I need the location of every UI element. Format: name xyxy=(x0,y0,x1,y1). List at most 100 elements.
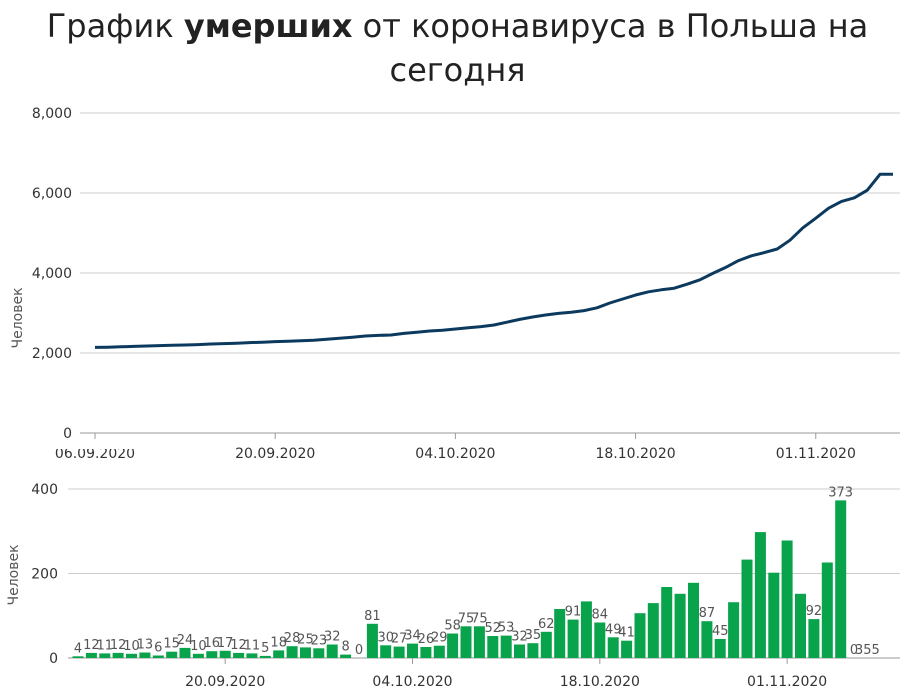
line-ylabel: Человек xyxy=(10,287,26,348)
bar xyxy=(808,619,820,658)
bar xyxy=(594,622,606,658)
bar xyxy=(540,631,552,658)
bar xyxy=(487,636,499,658)
bar xyxy=(728,602,740,658)
bar xyxy=(661,587,673,658)
bar-data-label: 27 xyxy=(391,632,408,647)
bar-data-label: 32 xyxy=(511,630,528,645)
bar-data-label: 49 xyxy=(605,622,622,637)
bar-data-label: 28 xyxy=(284,631,301,646)
bar-data-label: 35 xyxy=(525,628,542,643)
bar-data-label: 87 xyxy=(699,606,716,621)
bar xyxy=(795,593,806,658)
bar-data-label: 11 xyxy=(244,638,261,653)
bar-data-label: 355 xyxy=(855,643,880,658)
bar-data-label: 12 xyxy=(230,638,247,653)
bar-data-label: 11 xyxy=(96,638,113,653)
bar-xtick-label: 18.10.2020 xyxy=(560,674,640,690)
bar xyxy=(554,609,566,658)
bar xyxy=(85,652,97,658)
bar xyxy=(688,582,699,658)
bar xyxy=(300,647,311,658)
bar-ytick-label: 400 xyxy=(31,482,58,498)
title-rest: от коронавируса в Польша на xyxy=(352,7,869,45)
bar xyxy=(741,559,753,658)
bar-data-label: 32 xyxy=(324,630,341,645)
bar-data-label: 10 xyxy=(190,639,207,654)
bar xyxy=(447,633,459,658)
bar xyxy=(206,651,218,658)
bar xyxy=(313,648,325,658)
bar xyxy=(219,650,231,658)
bar xyxy=(634,613,646,658)
bar xyxy=(112,652,124,658)
bar xyxy=(607,637,619,658)
bar-ytick-label: 0 xyxy=(49,651,58,667)
bar xyxy=(621,640,633,658)
chart-title: График умерших от коронавируса в Польша … xyxy=(0,4,915,92)
bar xyxy=(433,645,445,658)
bar-data-label: 5 xyxy=(261,641,269,656)
bar xyxy=(460,626,472,658)
line-ytick-label: 4,000 xyxy=(32,266,72,282)
bar xyxy=(781,540,793,658)
bar-data-label: 92 xyxy=(806,604,823,619)
bar xyxy=(821,562,833,658)
bar-data-label: 91 xyxy=(565,605,582,620)
bar-data-label: 373 xyxy=(828,485,853,500)
bar-data-label: 30 xyxy=(377,630,394,645)
line-xtick-label: 06.09.2020 xyxy=(55,446,135,462)
bar-data-label: 0 xyxy=(850,643,858,658)
bar xyxy=(179,647,191,658)
bar xyxy=(233,652,245,658)
bar-data-label: 4 xyxy=(74,641,82,656)
line-xtick-label: 04.10.2020 xyxy=(415,446,495,462)
bar-data-label: 81 xyxy=(364,609,381,624)
bar-ytick-label: 200 xyxy=(31,567,58,583)
bar-xtick-label: 01.11.2020 xyxy=(747,674,827,690)
bar-data-label: 25 xyxy=(297,632,314,647)
bar xyxy=(152,655,164,658)
bar xyxy=(407,643,418,658)
bar-data-label: 52 xyxy=(485,621,502,636)
bar xyxy=(714,639,726,658)
bar-data-label: 24 xyxy=(177,633,194,648)
bar xyxy=(500,635,512,658)
bar-data-label: 0 xyxy=(355,643,363,658)
line-ytick-label: 8,000 xyxy=(32,106,72,122)
bar-data-label: 26 xyxy=(418,632,435,647)
bar xyxy=(139,652,151,658)
bar xyxy=(192,653,204,658)
bar-data-label: 23 xyxy=(311,633,328,648)
bar-data-label: 18 xyxy=(270,635,287,650)
bar-data-label: 10 xyxy=(123,639,140,654)
title-prefix: График xyxy=(46,7,184,45)
line-ytick-label: 0 xyxy=(63,426,72,442)
bar xyxy=(366,623,378,658)
bar-data-label: 29 xyxy=(431,631,448,646)
line-xtick-label: 18.10.2020 xyxy=(595,446,675,462)
line-xlabel-mask xyxy=(40,440,140,449)
bar-data-label: 12 xyxy=(110,638,127,653)
bar-data-label: 53 xyxy=(498,621,515,636)
bar-data-label: 34 xyxy=(404,629,421,644)
line-series xyxy=(94,172,893,349)
bar xyxy=(420,647,432,658)
bar xyxy=(126,653,137,658)
bar xyxy=(768,572,780,658)
bar xyxy=(580,601,592,658)
line-xtick-label: 20.09.2020 xyxy=(235,446,315,462)
bar xyxy=(286,646,298,658)
bar-xtick-label: 20.09.2020 xyxy=(185,674,265,690)
line-ytick-label: 6,000 xyxy=(32,186,72,202)
bar xyxy=(72,656,84,658)
bar-data-label: 75 xyxy=(471,611,488,626)
bar xyxy=(567,619,579,658)
bar xyxy=(835,500,847,658)
bar-data-label: 41 xyxy=(618,626,635,641)
bar xyxy=(259,655,271,658)
bar xyxy=(326,644,338,658)
bar xyxy=(701,621,713,658)
bar xyxy=(754,532,766,658)
